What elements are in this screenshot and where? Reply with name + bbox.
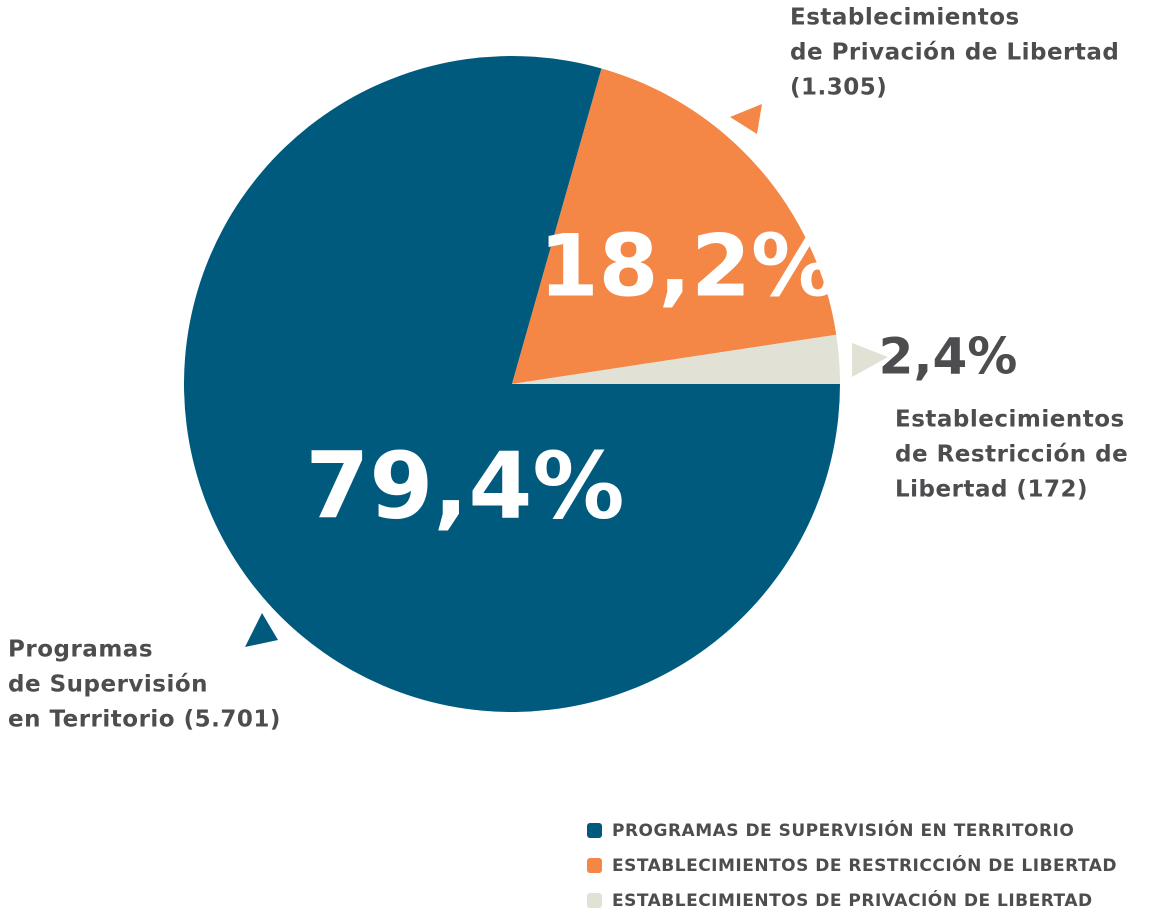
annotation: de Supervisión [8, 672, 208, 698]
callout-arrow [852, 343, 888, 377]
annotation: Libertad (172) [895, 477, 1088, 503]
annotation: (1.305) [790, 75, 887, 101]
annotation: de Privación de Libertad [790, 40, 1119, 66]
legend-swatch [587, 823, 602, 838]
pie-slice [512, 68, 837, 384]
legend-label: ESTABLECIMIENTOS DE RESTRICCIÓN DE LIBER… [612, 854, 1117, 876]
annotation: de Restricción de [895, 442, 1128, 468]
annotation: en Territorio (5.701) [8, 707, 281, 733]
annotation: Establecimientos [790, 5, 1020, 31]
value-label: 79,4% [305, 432, 624, 539]
value-label: 2,4% [879, 328, 1018, 386]
annotation: Establecimientos [895, 407, 1125, 433]
value-label: 18,2% [539, 216, 837, 316]
callout-arrow [730, 104, 762, 134]
pie-slice [512, 334, 840, 384]
legend-label: PROGRAMAS DE SUPERVISIÓN EN TERRITORIO [612, 819, 1074, 841]
callout-arrow [245, 613, 278, 647]
annotation: Programas [8, 637, 153, 663]
legend-label: ESTABLECIMIENTOS DE PRIVACIÓN DE LIBERTA… [612, 889, 1093, 911]
legend-swatch [587, 893, 602, 908]
legend-swatch [587, 858, 602, 873]
